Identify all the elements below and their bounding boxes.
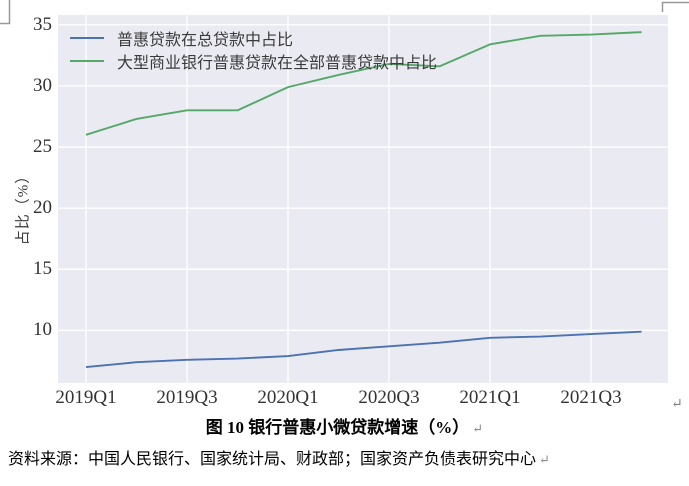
legend-item: 大型商业银行普惠贷款在全部普惠贷款中占比 [70, 49, 437, 72]
x-tick-label: 2019Q1 [55, 387, 117, 408]
x-tick-label: 2020Q3 [358, 387, 420, 408]
paragraph-mark: ↵ [671, 397, 683, 412]
crop-mark-top-left [0, 0, 11, 25]
y-tick-label: 10 [33, 319, 52, 341]
legend-label: 大型商业银行普惠贷款在全部普惠贷款中占比 [117, 54, 438, 72]
source-note: 资料来源：中国人民银行、国家统计局、财政部；国家资产负债表研究中心 ↵ [8, 445, 689, 469]
y-tick-label: 35 [33, 13, 52, 35]
x-tick-label: 2020Q1 [257, 387, 319, 408]
figure-caption-text: 图 10 银行普惠小微贷款增速（%） [205, 418, 470, 437]
y-tick-label: 15 [33, 258, 52, 280]
paragraph-mark: ↵ [539, 452, 550, 467]
source-note-text: 资料来源：中国人民银行、国家统计局、财政部；国家资产负债表研究中心 [8, 451, 537, 468]
chart-legend: 普惠贷款在总贷款中占比大型商业银行普惠贷款在全部普惠贷款中占比 [70, 26, 437, 72]
legend-item: 普惠贷款在总贷款中占比 [70, 26, 437, 49]
legend-line-sample [70, 59, 104, 62]
series-line-1 [85, 31, 642, 136]
legend-line-sample [70, 36, 104, 39]
crop-marks [0, 0, 689, 25]
paragraph-mark: ↵ [472, 421, 484, 436]
chart-figure: 占比（%） 10 15 20 25 30 35 2019Q1 2019Q3 2020Q1 2020… [16, 13, 683, 412]
y-tick-label: 25 [33, 136, 52, 158]
crop-mark-top-right [661, 1, 689, 12]
x-tick-label: 2021Q3 [560, 387, 622, 408]
y-tick-label: 30 [33, 74, 52, 96]
y-tick-label: 20 [33, 197, 52, 219]
x-tick-label: 2021Q1 [459, 387, 521, 408]
line-chart-plot [58, 15, 668, 383]
figure-caption: 图 10 银行普惠小微贷款增速（%） ↵ [0, 413, 689, 438]
legend-label: 普惠贷款在总贷款中占比 [117, 31, 294, 49]
x-tick-label: 2019Q3 [156, 387, 218, 408]
plot-area [58, 15, 668, 383]
series-line-0 [85, 330, 642, 369]
